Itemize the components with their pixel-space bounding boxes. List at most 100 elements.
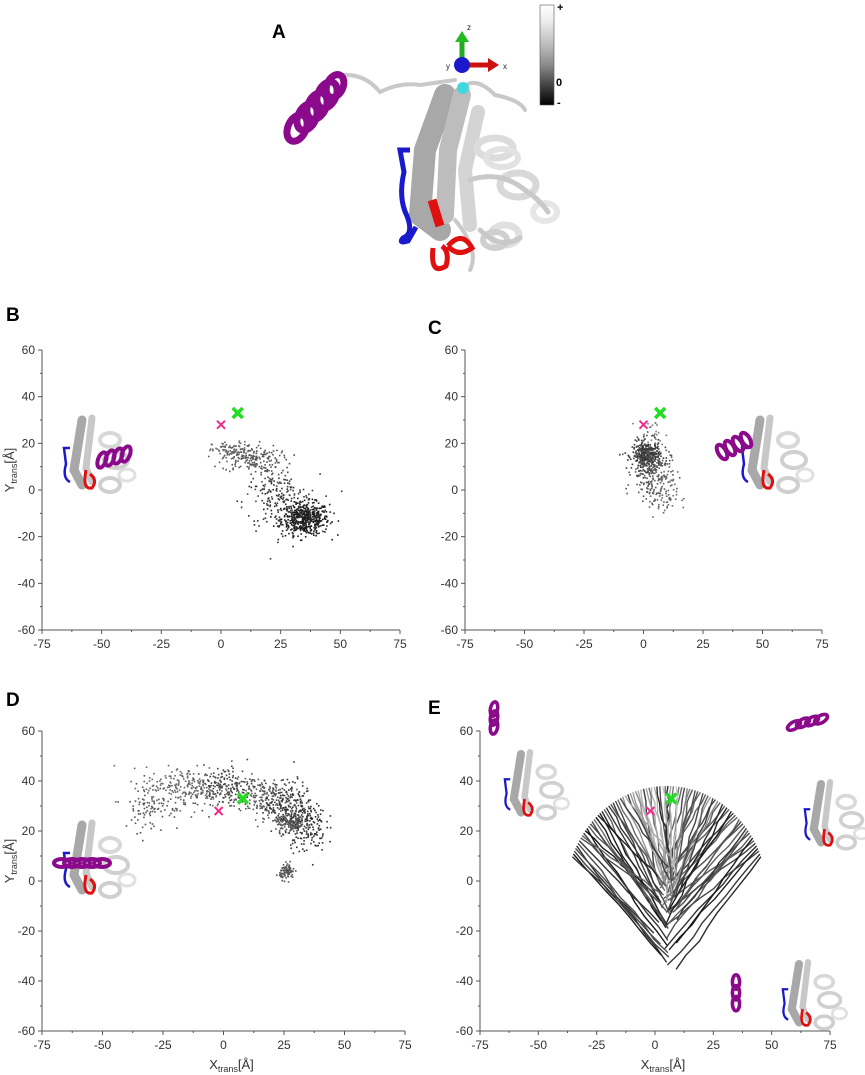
panel-d-scatter-point	[229, 778, 232, 781]
panel-b-scatter-point	[327, 519, 329, 522]
panel-c-scatter-point	[640, 466, 643, 469]
panel-b-scatter-point	[247, 462, 249, 464]
panel-b-scatter-point	[309, 530, 312, 532]
panel-d-scatter-point	[220, 776, 222, 779]
panel-b-scatter-point	[293, 535, 295, 537]
panel-d-scatter-point	[225, 788, 227, 790]
panel-b-y-title-main: Y	[2, 483, 17, 492]
panel-d-scatter-point	[258, 800, 261, 802]
panel-d-scatter-point	[315, 833, 317, 835]
panel-d-scatter-point	[264, 809, 267, 812]
panel-b-scatter-point	[223, 454, 226, 457]
panel-c-scatter-point	[651, 502, 653, 505]
panel-d-scatter-point	[262, 817, 264, 820]
panel-d-scatter-point	[282, 816, 284, 818]
panel-d-scatter-point	[153, 772, 155, 775]
panel-d-scatter-point	[296, 827, 299, 829]
panel-d-scatter-point	[270, 830, 273, 832]
panel-d-scatter-point	[199, 780, 201, 783]
panel-c-scatter-point	[633, 448, 635, 450]
panel-b-scatter-point	[252, 458, 254, 460]
panel-b-scatter-point	[267, 497, 270, 499]
panel-c-scatter-point	[645, 463, 647, 465]
panel-d-scatter-point	[237, 796, 239, 799]
panel-d-scatter-point	[203, 802, 206, 805]
panel-d-scatter-point	[259, 802, 262, 805]
panel-d-scatter-point	[307, 799, 310, 802]
panel-c-scatter-point	[642, 495, 645, 498]
panel-b-scatter-point	[293, 493, 296, 495]
panel-d-scatter-point	[265, 797, 267, 800]
panel-b-scatter-point	[254, 488, 257, 491]
panel-c-y-tick-label: -20	[441, 530, 459, 544]
panel-b-scatter-point	[303, 511, 306, 514]
panel-b-scatter-point	[288, 480, 291, 483]
panel-b-scatter-point	[306, 529, 308, 532]
panel-b-scatter-point	[306, 526, 308, 529]
panel-d-scatter-point	[272, 787, 274, 789]
panel-b-scatter-point	[270, 509, 273, 512]
panel-d-scatter-point	[285, 791, 288, 794]
panel-b-scatter-point	[250, 481, 252, 483]
panel-a-structure: z y x + 0 -	[283, 2, 563, 272]
panel-d-scatter-point	[221, 790, 223, 792]
panel-b-scatter-point	[297, 509, 300, 512]
panel-b-scatter-point	[235, 448, 238, 451]
panel-d-scatter-point	[249, 778, 251, 781]
panel-d-scatter-point	[284, 866, 287, 868]
panel-d-scatter-point	[208, 785, 211, 787]
panel-d-scatter-point	[159, 784, 162, 787]
panel-b-scatter-point	[299, 528, 301, 530]
panel-d-scatter-point	[206, 790, 208, 792]
panel-d-scatter-point	[297, 824, 300, 827]
panel-c-scatter-point	[669, 498, 672, 501]
panel-c-scatter-point	[665, 475, 667, 478]
panel-d-scatter-point	[290, 847, 293, 850]
panel-d-scatter-point	[308, 812, 311, 815]
panel-d-scatter-point	[286, 868, 288, 871]
panel-b-scatter-point	[298, 521, 301, 524]
panel-c-scatter-point	[646, 471, 649, 474]
panel-d-scatter-point	[298, 795, 301, 798]
panel-c-scatter-point	[651, 484, 653, 486]
panel-d-scatter-point	[196, 764, 199, 767]
panel-d-scatter-point	[278, 829, 281, 832]
panel-c-scatter-point	[660, 455, 662, 458]
panel-b-scatter-point	[318, 525, 320, 527]
panel-d-scatter-point	[247, 792, 250, 794]
panel-d-scatter-point	[177, 783, 180, 785]
panel-d-scatter-point	[146, 801, 149, 804]
panel-c-scatter-point	[637, 457, 639, 459]
panel-d-scatter-point	[247, 792, 249, 794]
panel-b-scatter-point	[250, 464, 253, 466]
panel-d-scatter-point	[256, 805, 258, 808]
panel-b-scatter-point	[279, 508, 282, 511]
panel-b-scatter-point	[288, 507, 290, 510]
panel-d-scatter-point	[184, 803, 187, 806]
panel-b-scatter-point	[258, 525, 260, 527]
panel-c-scatter-point	[667, 470, 670, 473]
panel-b-scatter-point	[293, 526, 295, 528]
panel-b-scatter-point	[310, 528, 313, 531]
panel-d-scatter-point	[295, 802, 298, 804]
axis-triad: z y x	[446, 23, 507, 73]
panel-d-scatter-point	[280, 824, 282, 826]
panel-d-scatter-point	[151, 800, 154, 802]
panel-c-scatter-point	[636, 449, 639, 451]
panel-c-scatter-point	[647, 448, 650, 451]
panel-c-scatter-point	[657, 456, 659, 459]
panel-b-scatter-point	[229, 445, 231, 447]
panel-d-scatter-point	[179, 810, 182, 812]
panel-d-scatter-point	[292, 822, 295, 825]
panel-d-scatter-point	[217, 782, 220, 784]
panel-c-scatter-point	[654, 422, 657, 424]
panel-b-scatter-point	[280, 492, 283, 495]
panel-b-scatter-point	[265, 467, 267, 469]
panel-d-scatter-point	[218, 800, 221, 803]
panel-b-scatter-point	[322, 524, 325, 526]
panel-c-scatter-point	[645, 452, 647, 455]
panel-b-scatter-point	[253, 465, 255, 467]
panel-d-scatter-point	[276, 818, 279, 820]
panel-d-scatter-point	[282, 794, 284, 797]
panel-d-scatter-point	[290, 819, 292, 822]
